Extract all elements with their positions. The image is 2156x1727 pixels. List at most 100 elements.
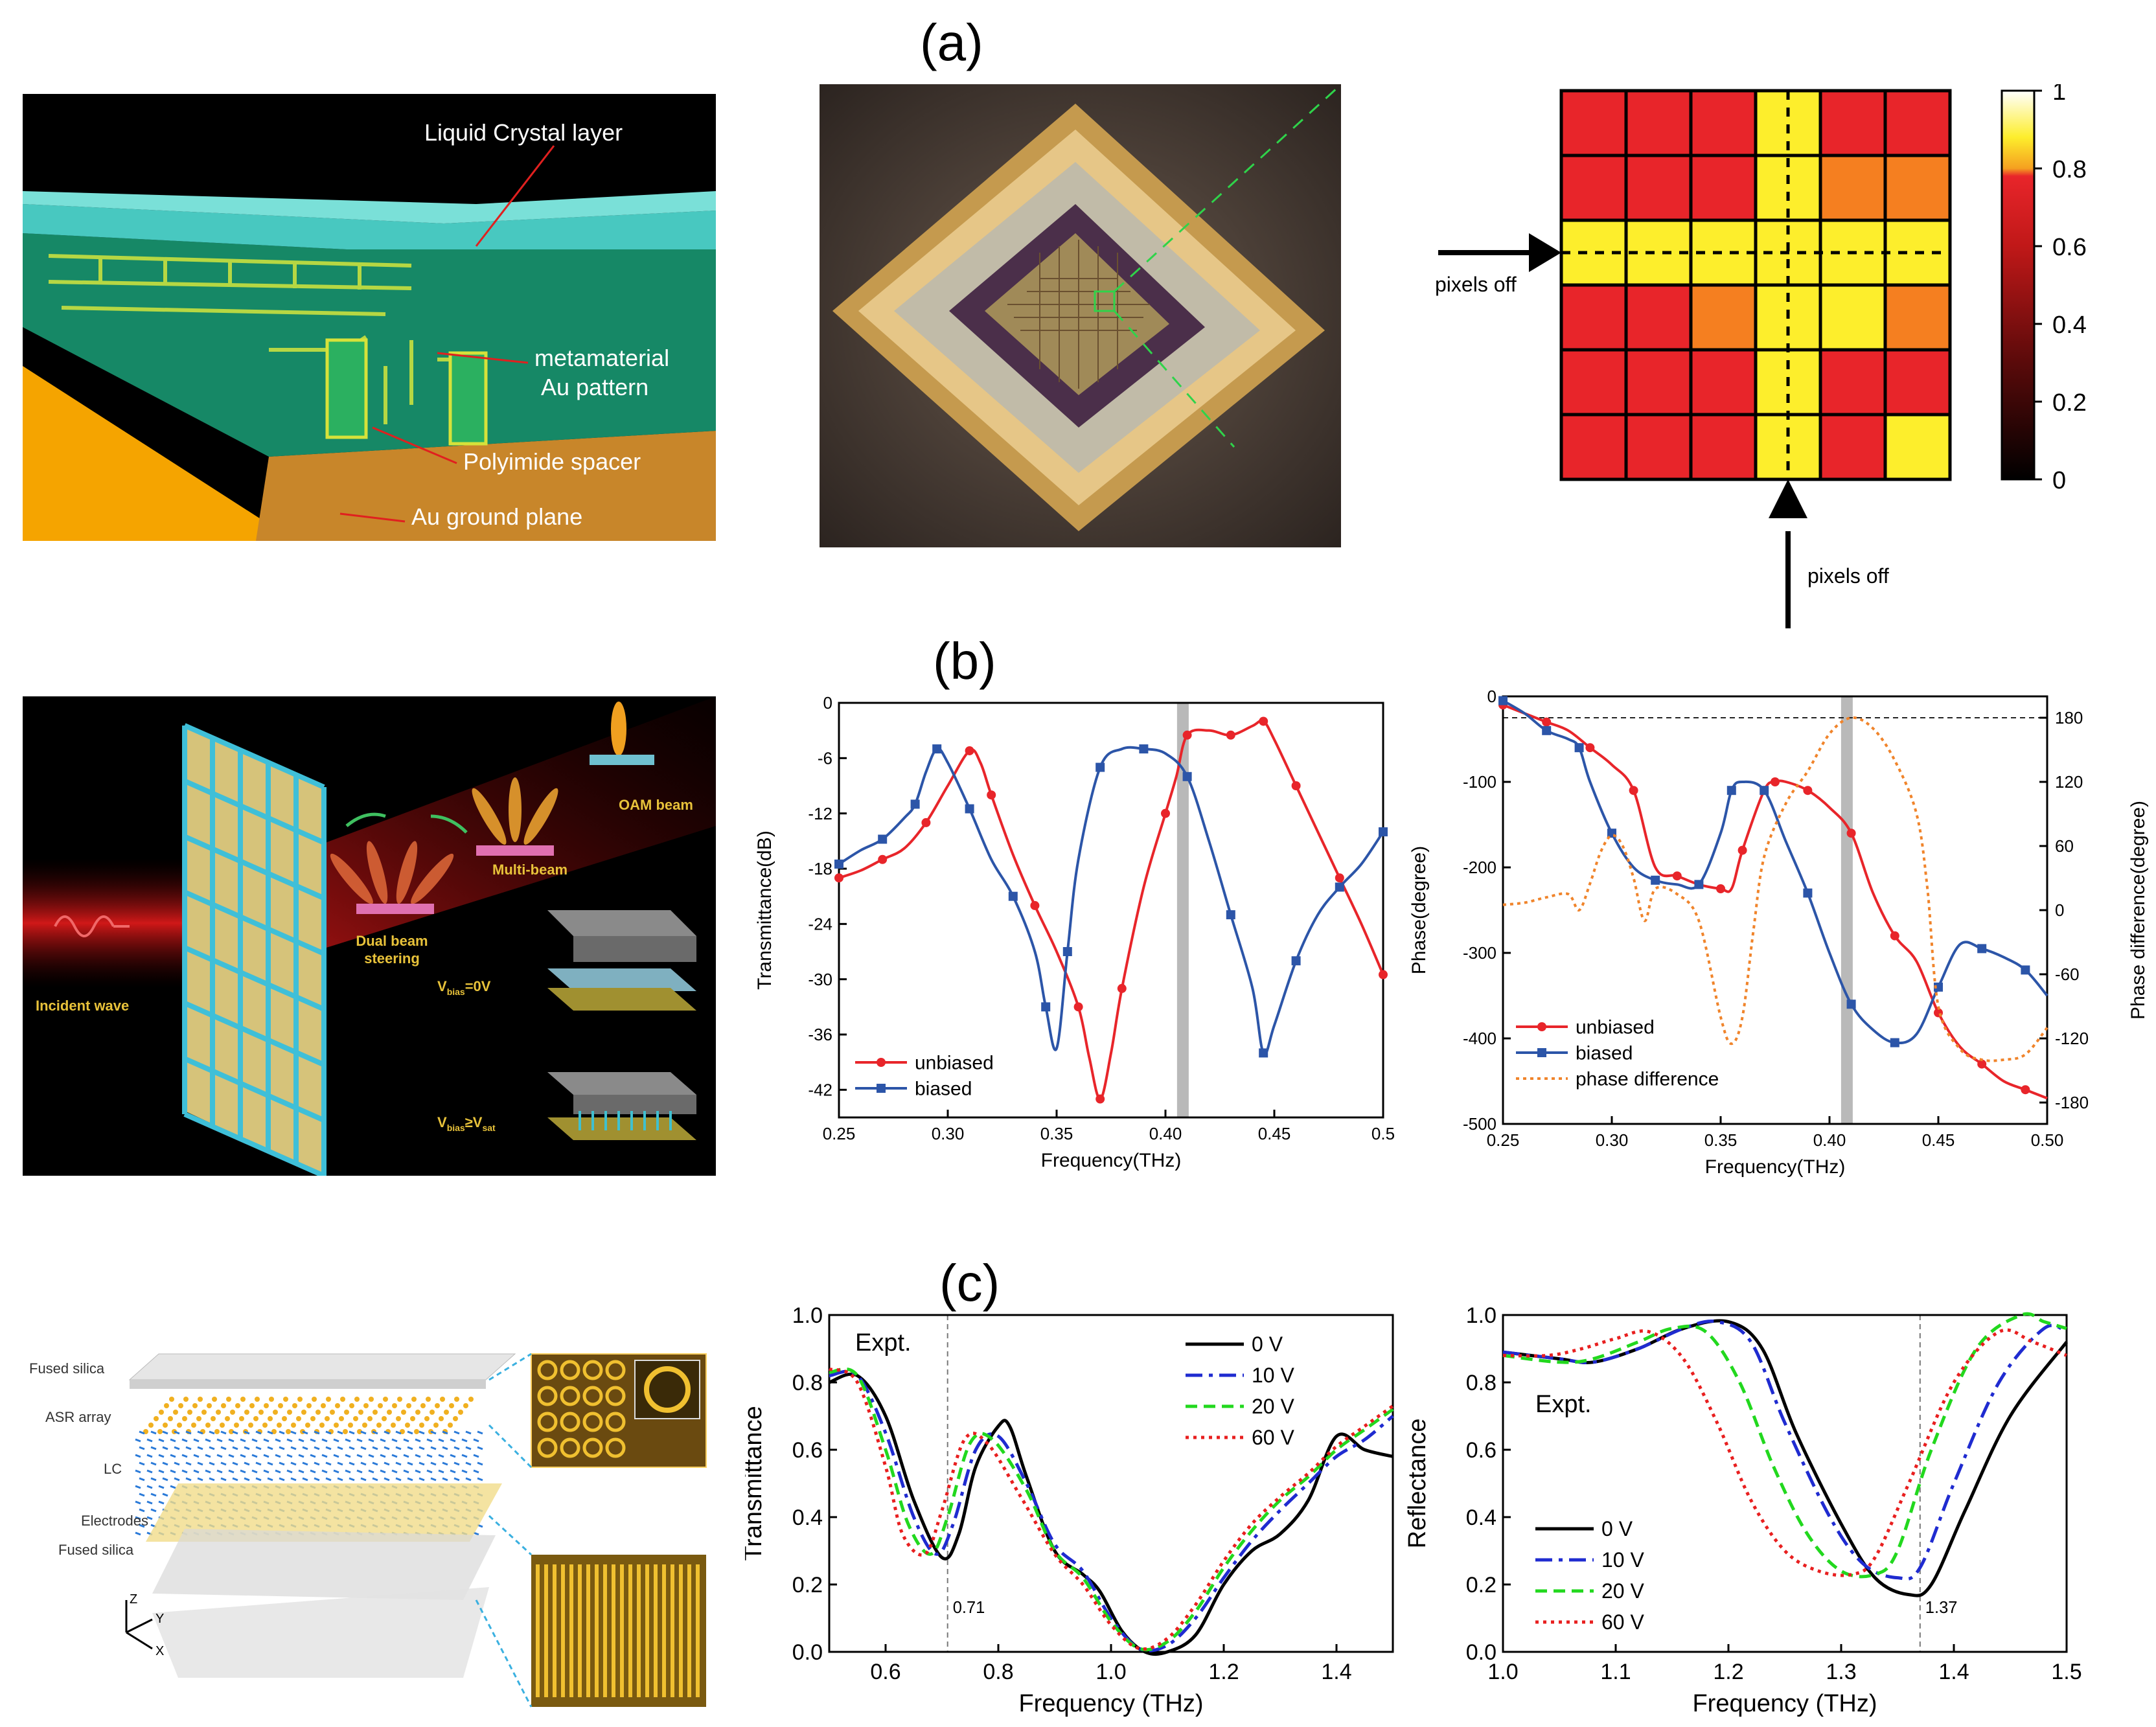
data-point — [2021, 1085, 2030, 1095]
lc-molecule — [337, 1461, 343, 1466]
lc-molecule — [150, 1461, 157, 1466]
lc-molecule — [314, 1461, 320, 1466]
lc-molecule — [162, 1446, 168, 1450]
lc-molecule — [244, 1477, 250, 1481]
lc-molecule — [349, 1446, 355, 1450]
lc-molecule — [263, 1469, 270, 1474]
lc-molecule — [349, 1477, 355, 1481]
lc-molecule — [395, 1446, 402, 1450]
lc-molecule — [244, 1446, 250, 1450]
lc-molecule — [240, 1469, 246, 1474]
lc-molecule — [461, 1438, 468, 1443]
data-point — [1030, 900, 1040, 910]
asr-dot — [258, 1410, 264, 1415]
asr-ring — [582, 1437, 603, 1458]
series-line-10-V — [829, 1369, 1394, 1653]
data-point — [1737, 845, 1747, 855]
lc-molecule — [302, 1477, 308, 1481]
lc-molecule — [337, 1430, 343, 1435]
lc-molecule — [150, 1430, 157, 1435]
data-point — [1335, 873, 1344, 883]
pixel-cell — [1559, 413, 1628, 481]
lc-molecule — [220, 1477, 227, 1481]
pixels-off-v: pixels off — [1807, 564, 1889, 588]
data-point — [1041, 1002, 1051, 1012]
lc-molecule — [407, 1477, 413, 1481]
x-tick-label: 1.2 — [1713, 1660, 1743, 1684]
asr-dot — [191, 1423, 196, 1428]
lc-molecule — [384, 1477, 390, 1481]
data-point — [1771, 777, 1780, 786]
plot-frame — [828, 1314, 1394, 1653]
asr-dot — [157, 1429, 163, 1434]
asr-ring — [582, 1412, 603, 1432]
lc-molecule — [461, 1454, 468, 1458]
asr-dot — [253, 1416, 258, 1421]
asr-dot — [397, 1397, 402, 1402]
asr-dot — [306, 1403, 312, 1408]
lc-molecule — [220, 1446, 227, 1450]
data-point — [1379, 827, 1388, 837]
highlight-band — [1176, 703, 1189, 1117]
lc-molecule — [232, 1477, 238, 1481]
lc-molecule — [150, 1477, 157, 1481]
asr-ring — [605, 1412, 626, 1432]
lc-molecule — [310, 1438, 316, 1443]
asr-dot — [458, 1410, 463, 1415]
y-tick-label: 0 — [1487, 687, 1497, 706]
asr-dot — [235, 1403, 240, 1408]
lc-molecule — [337, 1477, 343, 1481]
pixel-cell — [1624, 283, 1693, 352]
lc-molecule — [232, 1430, 238, 1435]
series-line-20-V — [1502, 1312, 2067, 1579]
asr-dot — [367, 1416, 373, 1421]
lc-molecule — [419, 1461, 425, 1466]
lc-molecule — [321, 1438, 328, 1443]
pixel-cell — [1689, 413, 1758, 481]
pixel-cell — [1883, 413, 1952, 481]
lc-molecule — [333, 1469, 339, 1474]
lc-molecule — [135, 1485, 141, 1489]
asr-dot — [268, 1416, 273, 1421]
lc-molecule — [209, 1461, 215, 1466]
lc-molecule — [216, 1438, 223, 1443]
lc-molecule — [263, 1454, 270, 1458]
lc-molecule — [415, 1454, 421, 1458]
lc-molecule — [220, 1430, 227, 1435]
lc-molecule — [290, 1446, 297, 1450]
lc-molecule — [345, 1469, 351, 1474]
lc-molecule — [263, 1438, 270, 1443]
lc-molecule — [232, 1461, 238, 1466]
pixel-cell — [1818, 348, 1887, 417]
series-line-unbiased — [1502, 703, 2048, 1100]
pixel-cell — [1559, 283, 1628, 352]
y-tick-label: 1.0 — [792, 1303, 823, 1328]
lc-molecule — [209, 1446, 215, 1450]
asr-dot — [292, 1403, 297, 1408]
x-tick-label: 0.45 — [1922, 1130, 1955, 1150]
lc-molecule — [477, 1446, 483, 1450]
lc-molecule — [174, 1477, 180, 1481]
arrowhead-h-icon — [1529, 233, 1561, 272]
pixel-cell — [1689, 348, 1758, 417]
asr-dot — [439, 1416, 444, 1421]
data-point — [878, 834, 888, 844]
asr-dot — [226, 1397, 231, 1402]
data-point — [878, 854, 888, 864]
lc-molecule — [403, 1469, 409, 1474]
lc-molecule — [181, 1454, 188, 1458]
vline-label: 0.71 — [953, 1599, 985, 1617]
lc-molecule — [430, 1477, 437, 1481]
y-tick-label: -500 — [1463, 1114, 1497, 1134]
legend-label: unbiased — [1576, 1017, 1655, 1038]
pixel-cell — [1689, 283, 1758, 352]
lc-molecule — [333, 1454, 339, 1458]
data-point — [1694, 880, 1704, 889]
asr-dot — [334, 1423, 339, 1428]
lc-molecule — [302, 1461, 308, 1466]
legend-label: biased — [915, 1079, 972, 1100]
plot-frame — [838, 702, 1384, 1119]
lc-molecule — [275, 1454, 281, 1458]
lc-molecule — [181, 1438, 188, 1443]
asr-dot — [330, 1410, 335, 1415]
